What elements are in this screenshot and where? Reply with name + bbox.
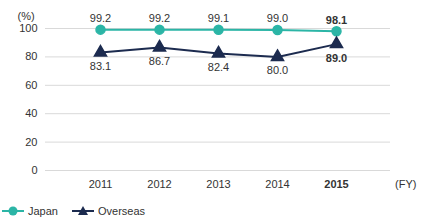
svg-text:99.2: 99.2 — [90, 12, 111, 24]
svg-text:89.0: 89.0 — [326, 52, 347, 64]
svg-text:60: 60 — [25, 79, 37, 91]
svg-text:80.0: 80.0 — [267, 64, 288, 76]
svg-text:2015: 2015 — [324, 178, 348, 190]
svg-text:80: 80 — [25, 50, 37, 62]
svg-text:2012: 2012 — [147, 178, 171, 190]
svg-text:82.4: 82.4 — [208, 61, 229, 73]
svg-text:99.1: 99.1 — [208, 12, 229, 24]
svg-text:2011: 2011 — [89, 178, 113, 190]
svg-text:0: 0 — [31, 164, 37, 176]
html-text:Overseas: Overseas — [98, 205, 146, 217]
svg-text:40: 40 — [25, 107, 37, 119]
svg-text:83.1: 83.1 — [90, 60, 111, 72]
svg-text:2014: 2014 — [265, 178, 289, 190]
svg-text:99.0: 99.0 — [267, 12, 288, 24]
svg-text:(%): (%) — [18, 10, 35, 22]
svg-text:100: 100 — [19, 22, 37, 34]
svg-text:86.7: 86.7 — [149, 55, 170, 67]
svg-text:2013: 2013 — [206, 178, 230, 190]
svg-text:99.2: 99.2 — [149, 12, 170, 24]
svg-text:98.1: 98.1 — [326, 14, 347, 26]
svg-text:(FY): (FY) — [395, 178, 416, 190]
svg-text:20: 20 — [25, 136, 37, 148]
html-text:Japan: Japan — [28, 205, 58, 217]
